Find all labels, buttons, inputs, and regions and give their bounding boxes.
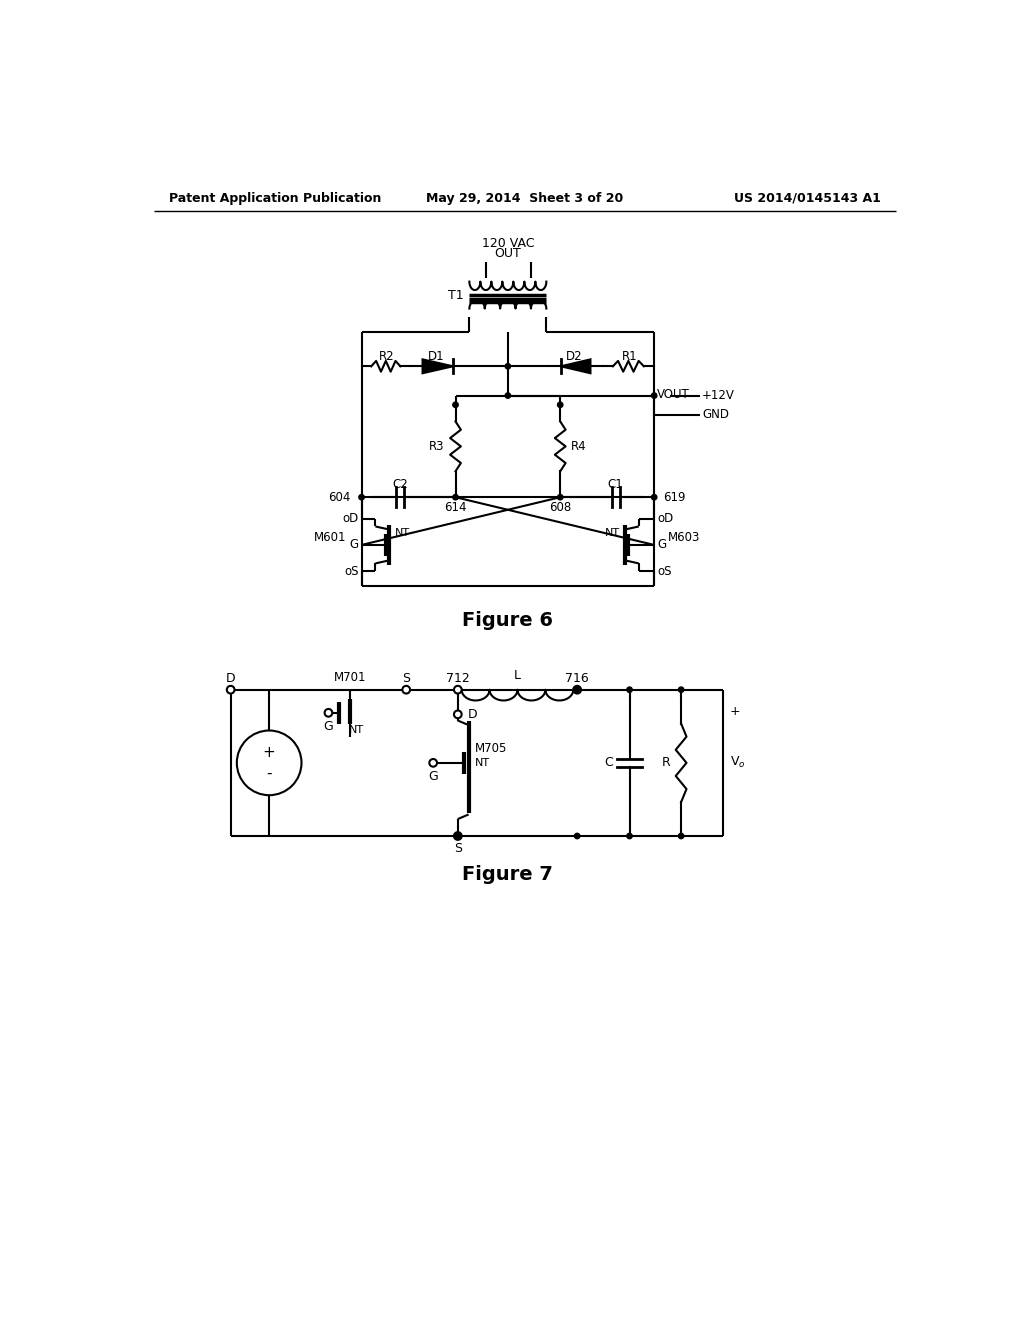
Polygon shape [423, 359, 453, 374]
Text: D: D [226, 672, 236, 685]
Text: NT: NT [604, 528, 620, 537]
Text: M603: M603 [668, 531, 700, 544]
Circle shape [358, 495, 365, 500]
Text: T1: T1 [447, 289, 463, 302]
Circle shape [429, 759, 437, 767]
Text: R: R [662, 756, 671, 770]
Text: S: S [402, 672, 411, 685]
Text: R1: R1 [622, 350, 637, 363]
Circle shape [627, 833, 632, 838]
Circle shape [505, 363, 511, 370]
Text: 120 VAC: 120 VAC [481, 236, 535, 249]
Text: 608: 608 [549, 502, 571, 515]
Circle shape [627, 686, 632, 693]
Text: +: + [263, 746, 275, 760]
Polygon shape [561, 359, 591, 374]
Text: L: L [514, 669, 520, 682]
Text: R2: R2 [379, 350, 394, 363]
Text: -: - [266, 766, 272, 780]
Text: C2: C2 [392, 478, 408, 491]
Text: G: G [349, 539, 358, 552]
Text: NT: NT [394, 528, 410, 537]
Circle shape [573, 686, 581, 693]
Circle shape [574, 833, 580, 838]
Circle shape [453, 495, 458, 500]
Text: D1: D1 [428, 350, 444, 363]
Circle shape [402, 686, 410, 693]
Text: oD: oD [657, 512, 674, 525]
Circle shape [226, 686, 234, 693]
Circle shape [557, 403, 563, 408]
Text: C1: C1 [608, 478, 624, 491]
Circle shape [454, 832, 462, 840]
Text: oS: oS [657, 565, 672, 578]
Text: M601: M601 [313, 531, 346, 544]
Text: M705: M705 [475, 742, 507, 755]
Circle shape [574, 686, 580, 693]
Text: Patent Application Publication: Patent Application Publication [169, 191, 381, 205]
Text: R4: R4 [571, 440, 587, 453]
Text: US 2014/0145143 A1: US 2014/0145143 A1 [733, 191, 881, 205]
Text: oD: oD [342, 512, 358, 525]
Text: 614: 614 [444, 502, 467, 515]
Text: M701: M701 [334, 671, 367, 684]
Circle shape [679, 833, 684, 838]
Text: G: G [657, 539, 667, 552]
Text: S: S [454, 842, 462, 855]
Text: D: D [468, 708, 477, 721]
Text: May 29, 2014  Sheet 3 of 20: May 29, 2014 Sheet 3 of 20 [426, 191, 624, 205]
Text: 716: 716 [565, 672, 589, 685]
Text: oS: oS [344, 565, 358, 578]
Circle shape [679, 686, 684, 693]
Text: D2: D2 [566, 350, 583, 363]
Circle shape [325, 709, 333, 717]
Text: 712: 712 [445, 672, 470, 685]
Text: 604: 604 [328, 491, 350, 504]
Text: Figure 7: Figure 7 [463, 865, 553, 884]
Circle shape [453, 403, 458, 408]
Text: OUT: OUT [495, 247, 521, 260]
Text: 619: 619 [664, 491, 686, 504]
Circle shape [557, 495, 563, 500]
Circle shape [505, 393, 511, 399]
Text: G: G [428, 770, 438, 783]
Text: V$_o$: V$_o$ [730, 755, 745, 771]
Text: +: + [730, 705, 740, 718]
Text: G: G [324, 721, 334, 733]
Circle shape [454, 686, 462, 693]
Circle shape [454, 710, 462, 718]
Circle shape [651, 393, 656, 399]
Text: NT: NT [348, 725, 364, 735]
Text: NT: NT [475, 758, 489, 768]
Text: +12V: +12V [701, 389, 735, 403]
Text: R3: R3 [429, 440, 444, 453]
Circle shape [455, 833, 461, 838]
Circle shape [651, 495, 656, 500]
Text: C: C [604, 756, 612, 770]
Text: GND: GND [701, 408, 729, 421]
Text: Figure 6: Figure 6 [463, 611, 553, 630]
Circle shape [455, 833, 461, 838]
Text: VOUT: VOUT [656, 388, 689, 400]
